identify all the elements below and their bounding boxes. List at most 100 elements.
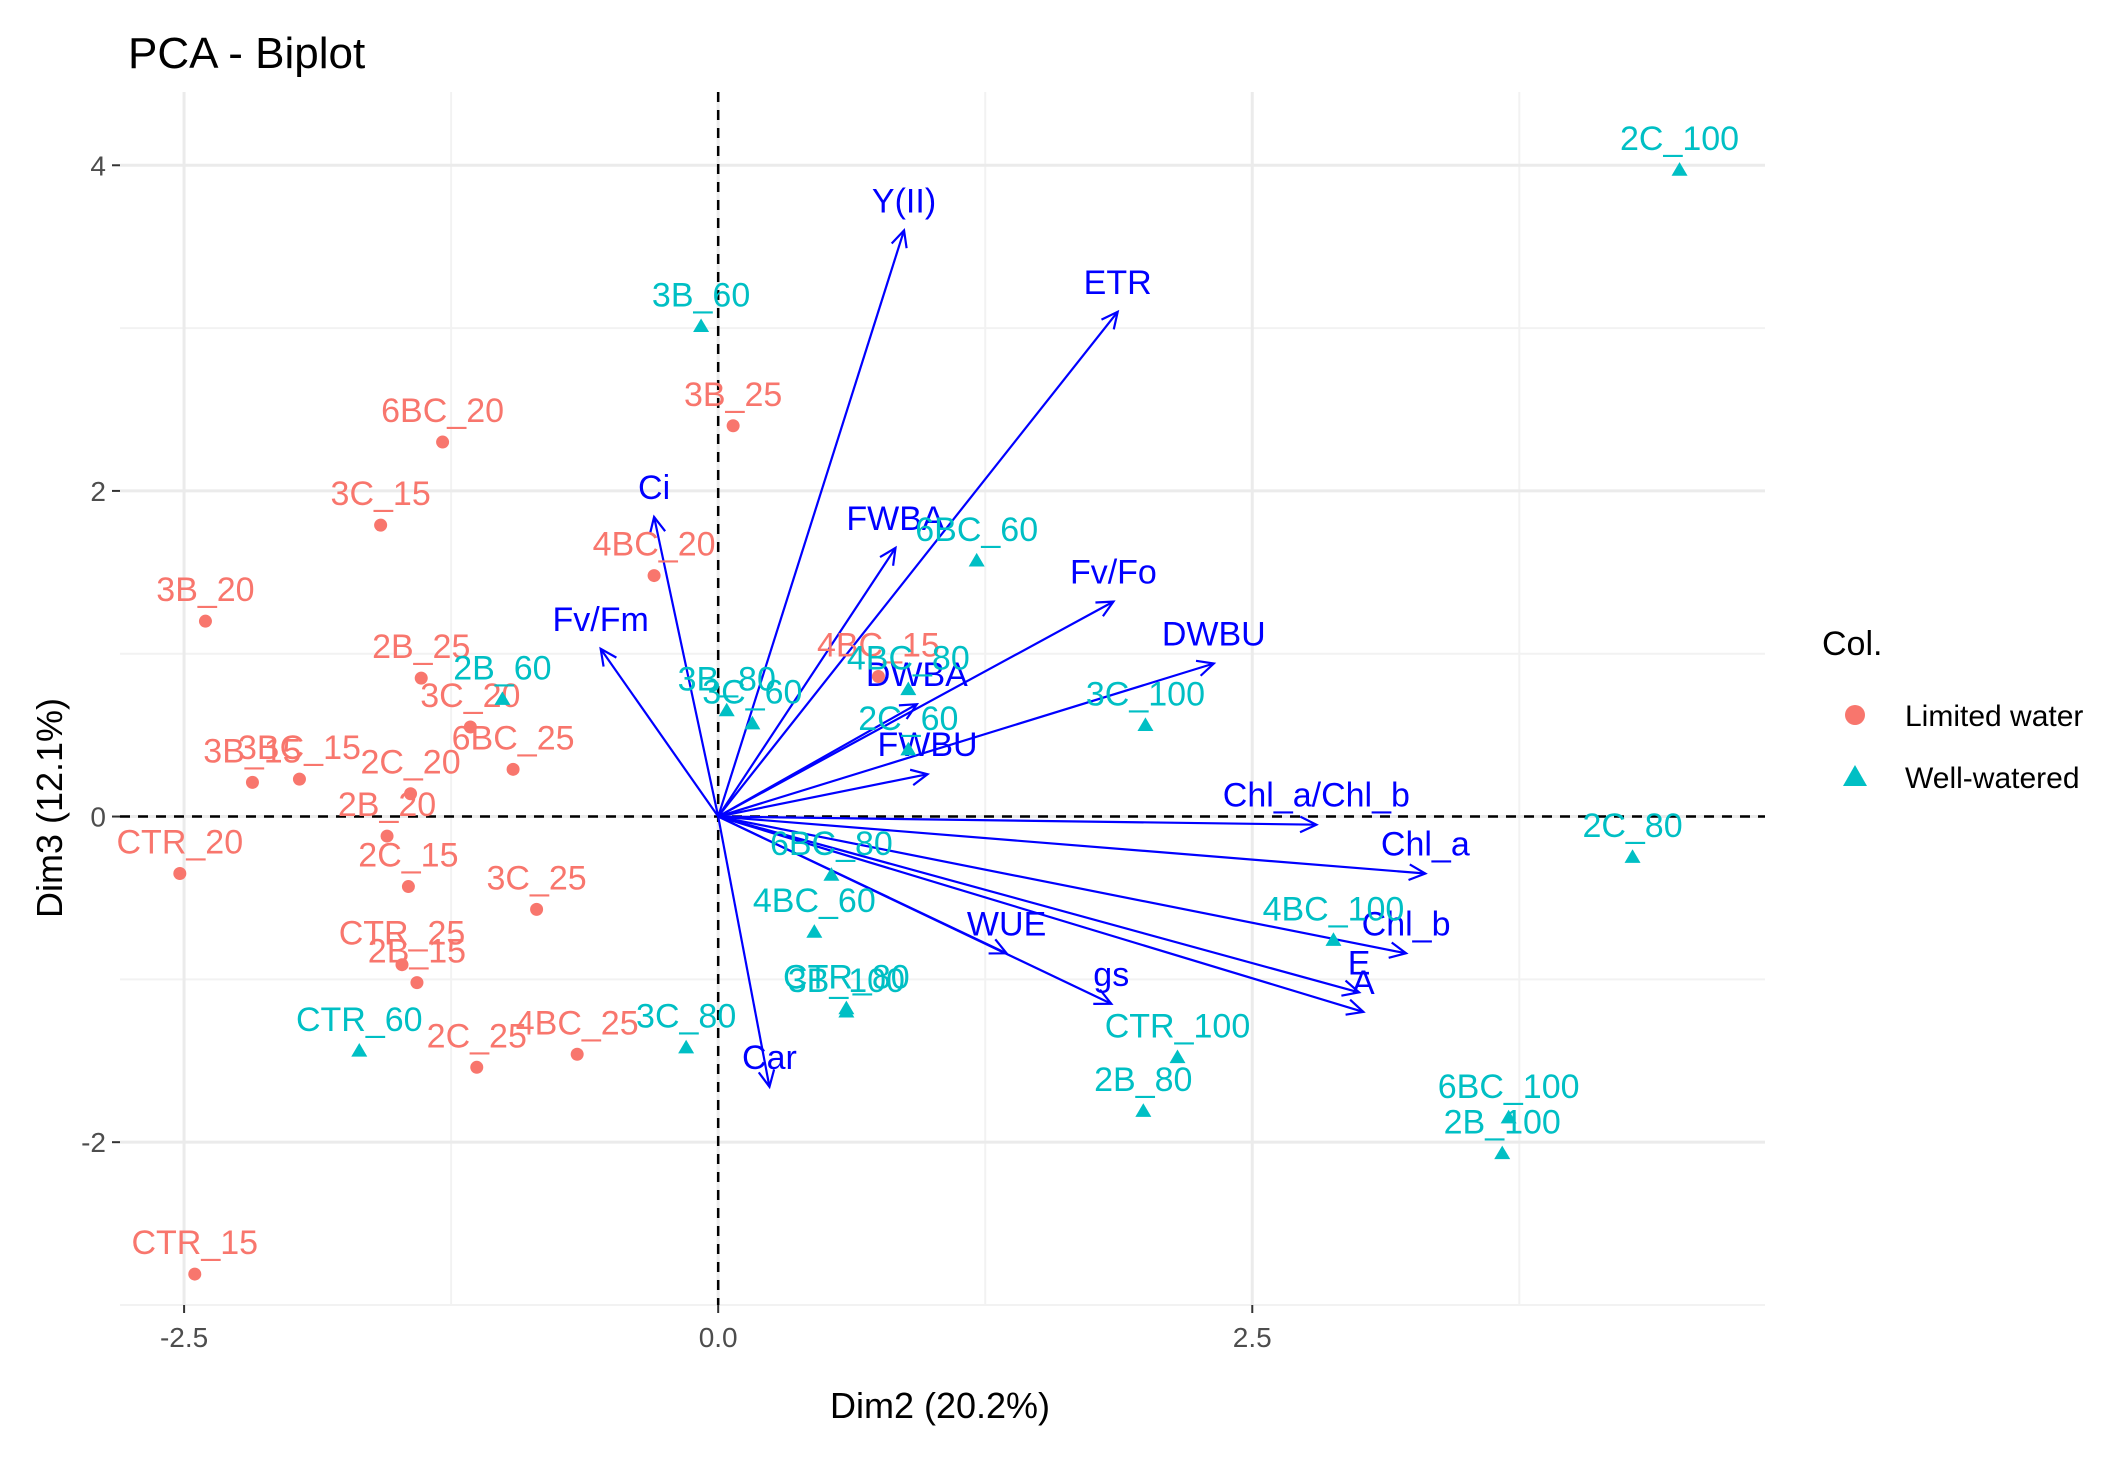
loading-arrow bbox=[717, 311, 1119, 818]
point-label: 3BC_15 bbox=[238, 729, 361, 767]
point-label: 6BC_100 bbox=[1438, 1068, 1580, 1106]
point-marker bbox=[900, 681, 917, 696]
point-label: 3B_80 bbox=[678, 661, 776, 699]
point-label: CTR_25 bbox=[339, 915, 466, 953]
point-label: 4BC_25 bbox=[516, 1004, 639, 1042]
x-axis-label: Dim2 (20.2%) bbox=[830, 1385, 1050, 1426]
point-label: 2C_20 bbox=[360, 744, 460, 782]
point-label: 4BC_60 bbox=[753, 882, 876, 920]
point-label: 3B_60 bbox=[652, 276, 750, 314]
loading-arrowhead bbox=[1345, 998, 1366, 1016]
point-label: 3C_15 bbox=[331, 475, 431, 513]
loading-arrow bbox=[717, 662, 1215, 818]
point-marker bbox=[380, 829, 394, 843]
loading-arrow bbox=[718, 815, 1426, 875]
point-label: 2B_80 bbox=[1094, 1061, 1192, 1099]
y-tick-label: -2 bbox=[81, 1127, 106, 1158]
loading-label: Fv/Fm bbox=[553, 601, 649, 639]
observation-points: 6BC_20 3C_15 3B_20 3B_25 4BC_20 4BC_15 2B_25 3C… bbox=[117, 120, 1739, 1281]
point-marker bbox=[494, 691, 511, 705]
x-tick-label: 0.0 bbox=[699, 1322, 738, 1353]
point-label: 3B_100 bbox=[788, 962, 905, 1000]
point-marker bbox=[436, 435, 450, 449]
point-marker bbox=[1494, 1145, 1511, 1160]
point-label: 2C_100 bbox=[1620, 120, 1739, 158]
point-marker bbox=[726, 419, 740, 433]
loading-arrowhead bbox=[1388, 941, 1409, 959]
loading-arrow bbox=[653, 516, 720, 817]
point-label: CTR_15 bbox=[131, 1224, 258, 1262]
loading-arrowhead bbox=[898, 702, 920, 720]
point-marker bbox=[647, 569, 661, 583]
loading-arrowhead bbox=[1341, 979, 1362, 997]
loading-label: Fv/Fo bbox=[1070, 554, 1157, 592]
loading-arrow bbox=[717, 703, 918, 818]
point-label: 2C_60 bbox=[858, 700, 958, 738]
point-label: 6BC_25 bbox=[452, 719, 575, 757]
chart-title: PCA - Biplot bbox=[128, 29, 365, 78]
loading-arrow bbox=[717, 600, 1114, 818]
point-marker bbox=[900, 741, 917, 756]
loading-arrowhead bbox=[1195, 659, 1217, 677]
point-marker bbox=[410, 976, 424, 990]
point-marker bbox=[718, 702, 735, 717]
loading-label: FWBU bbox=[877, 726, 977, 764]
loading-arrow bbox=[717, 816, 771, 1088]
point-label: 6BC_60 bbox=[915, 511, 1038, 549]
point-label: 4BC_20 bbox=[593, 526, 716, 564]
point-marker bbox=[188, 1267, 202, 1281]
loading-label: DWBU bbox=[1162, 615, 1266, 653]
loading-label: A bbox=[1352, 964, 1375, 1002]
legend-label: Limited water bbox=[1905, 700, 2083, 733]
loading-arrowhead bbox=[909, 768, 931, 786]
loading-arrowhead bbox=[648, 514, 667, 535]
point-marker bbox=[806, 924, 823, 938]
loading-arrow bbox=[717, 815, 1360, 994]
point-marker bbox=[678, 1039, 695, 1054]
loading-label: ETR bbox=[1084, 264, 1152, 302]
loading-arrowhead bbox=[1299, 815, 1319, 834]
point-label: 3C_25 bbox=[486, 859, 586, 897]
point-label: 2B_60 bbox=[453, 649, 551, 687]
point-marker bbox=[414, 671, 428, 685]
loading-label: Car bbox=[742, 1039, 797, 1077]
y-tick-label: 2 bbox=[90, 476, 106, 507]
point-marker bbox=[1137, 717, 1154, 731]
point-label: 6BC_80 bbox=[770, 825, 893, 863]
legend-marker bbox=[1845, 705, 1865, 725]
point-marker bbox=[570, 1047, 584, 1061]
point-label: 3B_20 bbox=[156, 571, 254, 609]
point-marker bbox=[1325, 932, 1342, 946]
point-marker bbox=[823, 867, 840, 881]
point-marker bbox=[530, 902, 544, 916]
point-marker bbox=[693, 318, 710, 333]
loading-arrow bbox=[718, 815, 1317, 826]
point-marker bbox=[374, 518, 388, 532]
x-tick-label: -2.5 bbox=[160, 1322, 208, 1353]
point-label: 2B_20 bbox=[338, 786, 436, 824]
point-marker bbox=[404, 787, 418, 801]
loading-arrowhead bbox=[890, 227, 908, 249]
point-label: 3C_60 bbox=[702, 674, 802, 712]
plot-panel bbox=[120, 92, 1765, 1306]
point-marker bbox=[245, 775, 259, 789]
loading-arrow bbox=[717, 547, 897, 818]
point-label: 2B_15 bbox=[368, 933, 466, 971]
x-tick-label: 2.5 bbox=[1233, 1322, 1272, 1353]
point-label: 4BC_80 bbox=[847, 640, 970, 678]
y-axis-ticks: -2 0 2 4 bbox=[81, 150, 120, 1158]
loading-label: Chl_a bbox=[1381, 826, 1470, 864]
loading-label: WUE bbox=[967, 905, 1046, 943]
point-marker bbox=[1500, 1109, 1517, 1124]
loading-arrowhead bbox=[879, 545, 897, 566]
point-marker bbox=[198, 614, 212, 628]
loading-label: Ci bbox=[638, 469, 670, 507]
loading-label: Chl_b bbox=[1362, 905, 1451, 943]
loading-arrowhead bbox=[757, 1069, 776, 1090]
point-label: 4BC_15 bbox=[817, 627, 940, 665]
loading-label: Y(II) bbox=[872, 182, 936, 220]
point-marker bbox=[871, 670, 885, 684]
loading-arrow bbox=[717, 815, 1112, 1005]
